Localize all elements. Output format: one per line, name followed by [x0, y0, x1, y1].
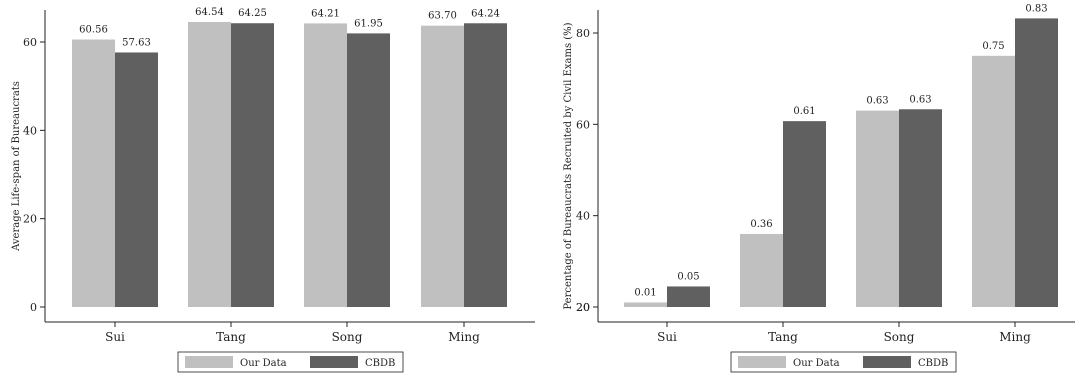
- chart1-y-tick-label: 0: [30, 301, 37, 314]
- chart2-x-tick-label: Song: [884, 330, 915, 344]
- chart1-bar-our-data-sui: [72, 39, 115, 307]
- chart1-bar-our-data-song: [304, 23, 347, 308]
- chart1-y-tick-label: 60: [23, 36, 37, 49]
- chart1-bar-cbdb-tang: [231, 23, 274, 308]
- chart1-x-tick-label: Sui: [105, 330, 125, 344]
- chart1-x-tick-label: Tang: [216, 330, 246, 344]
- chart1-x-tick-label: Song: [332, 330, 363, 344]
- chart2-bar-cbdb-tang: [783, 121, 826, 308]
- chart2-data-label: 0.75: [982, 41, 1004, 52]
- chart2-y-tick-label: 20: [576, 301, 590, 314]
- chart2-bar-cbdb-ming: [1015, 18, 1058, 308]
- chart1-y-tick-label: 20: [23, 213, 37, 226]
- chart2-data-label: 0.36: [750, 219, 772, 230]
- chart2-data-label: 0.05: [677, 271, 699, 282]
- chart1-data-label: 64.54: [195, 7, 224, 18]
- chart2-x-tick-label: Ming: [999, 330, 1031, 344]
- chart1-bar-our-data-ming: [421, 25, 464, 308]
- chart2-y-axis-title: Percentage of Bureaucrats Recruited by C…: [563, 22, 574, 309]
- chart2-data-label: 0.63: [866, 96, 888, 107]
- chart2-x-tick-label: Tang: [768, 330, 798, 344]
- chart2-y-tick-label: 60: [576, 118, 590, 131]
- chart2-bar-cbdb-song: [899, 109, 942, 307]
- chart2-y-tick-label: 80: [576, 27, 590, 40]
- chart1-data-label: 60.56: [79, 25, 108, 36]
- chart2-legend-label: Our Data: [793, 358, 840, 369]
- chart2-bar-our-data-ming: [972, 55, 1015, 308]
- chart1-data-label: 64.24: [471, 8, 500, 19]
- chart2-bar-cbdb-sui: [667, 286, 710, 307]
- chart2-bar-our-data-sui: [624, 302, 667, 307]
- chart1-x-tick-label: Ming: [448, 330, 480, 344]
- chart2-legend-label: CBDB: [918, 358, 948, 369]
- chart2-legend-swatch-our-data: [738, 356, 786, 368]
- chart1-y-tick-label: 40: [23, 124, 37, 137]
- chart1-bar-our-data-tang: [188, 21, 231, 307]
- chart1-bar-cbdb-sui: [115, 52, 158, 307]
- chart2-y-tick-label: 40: [576, 210, 590, 223]
- chart2-data-label: 0.83: [1025, 3, 1047, 14]
- chart1-y-axis-title: Average Life-span of Bureaucrats: [11, 81, 22, 252]
- chart2-bar-our-data-tang: [740, 233, 783, 307]
- chart2-x-tick-label: Sui: [657, 330, 677, 344]
- chart1-bar-cbdb-song: [347, 33, 390, 307]
- chart2-legend-swatch-cbdb: [863, 356, 911, 368]
- chart1-legend-label: CBDB: [365, 358, 395, 369]
- chart1-legend-label: Our Data: [240, 358, 287, 369]
- chart2-data-label: 0.01: [634, 287, 656, 298]
- chart1-legend-swatch-cbdb: [310, 356, 358, 368]
- chart1-data-label: 57.63: [122, 37, 151, 48]
- chart1-data-label: 61.95: [354, 18, 383, 29]
- chart2-bar-our-data-song: [856, 110, 899, 307]
- chart1-legend-swatch-our-data: [185, 356, 233, 368]
- chart2-data-label: 0.61: [793, 106, 815, 117]
- chart1-bar-cbdb-ming: [464, 23, 507, 307]
- chart2-data-label: 0.63: [909, 94, 931, 105]
- chart1-data-label: 63.70: [428, 11, 457, 22]
- chart1-data-label: 64.21: [311, 8, 340, 19]
- chart2-y-tick-label: 20: [576, 301, 590, 314]
- chart1-data-label: 64.25: [238, 8, 267, 19]
